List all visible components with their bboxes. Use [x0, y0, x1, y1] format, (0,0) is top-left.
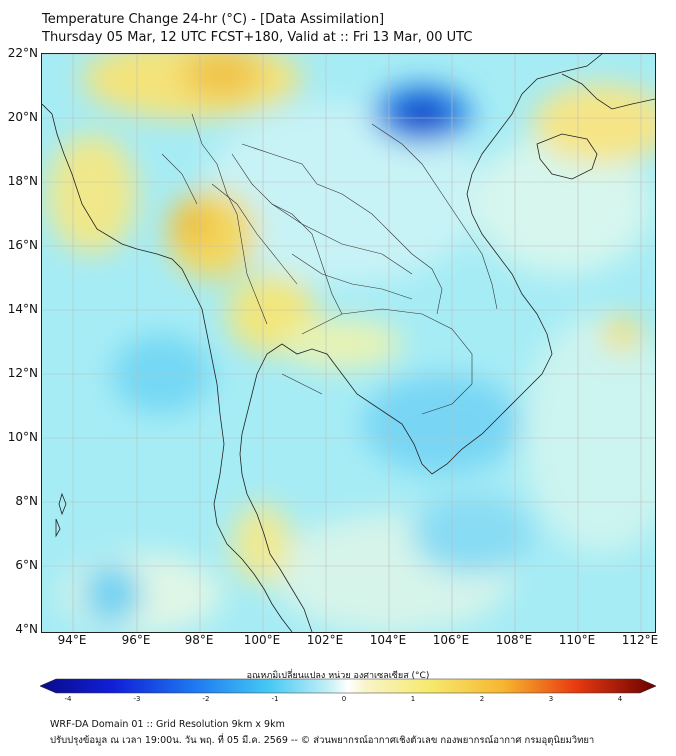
lon-label-104e: 104°E: [369, 633, 407, 647]
colorbar-tick: -4: [64, 695, 72, 703]
colorbar-tick: -2: [202, 695, 210, 703]
footer-credit: ปรับปรุงข้อมูล ณ เวลา 19:00น. วัน พฤ. ที…: [50, 735, 595, 746]
lon-label-102e: 102°E: [306, 633, 344, 647]
lat-label-18n: 18°N: [7, 174, 38, 188]
lat-label-8n: 8°N: [15, 494, 38, 508]
borders: [161, 113, 498, 415]
lon-label-106e: 106°E: [432, 633, 470, 647]
lon-label-98e: 98°E: [184, 633, 214, 647]
lon-label-108e: 108°E: [495, 633, 533, 647]
colorbar-tick: 1: [410, 695, 416, 703]
lat-label-6n: 6°N: [15, 558, 38, 572]
map-subtitle: Thursday 05 Mar, 12 UTC FCST+180, Valid …: [42, 30, 473, 45]
colorbar-tick: 4: [617, 695, 623, 703]
lon-label-96e: 96°E: [121, 633, 151, 647]
colorbar-tick: -1: [271, 695, 279, 703]
lon-label-112e: 112°E: [621, 633, 659, 647]
colorbar-tick: 2: [479, 695, 485, 703]
colorbar-tick: 0: [341, 695, 347, 703]
lat-label-14n: 14°N: [7, 302, 38, 316]
footer-model-info: WRF-DA Domain 01 :: Grid Resolution 9km …: [50, 719, 285, 730]
lat-label-20n: 20°N: [7, 110, 38, 124]
lat-label-16n: 16°N: [7, 238, 38, 252]
coastlines: [42, 54, 655, 632]
colorbar: [40, 678, 656, 694]
lat-label-12n: 12°N: [7, 366, 38, 380]
graticule: [42, 54, 655, 632]
lon-label-100e: 100°E: [243, 633, 281, 647]
lat-label-10n: 10°N: [7, 430, 38, 444]
lon-label-110e: 110°E: [558, 633, 596, 647]
map-title: Temperature Change 24-hr (°C) - [Data As…: [42, 12, 385, 27]
colorbar-tick: 3: [548, 695, 554, 703]
lat-label-4n: 4°N: [15, 622, 38, 636]
lon-label-94e: 94°E: [57, 633, 87, 647]
colorbar-title: อุณหภูมิเปลี่ยนแปลง หน่วย องศาเซลเซียส (…: [246, 671, 430, 681]
temperature-change-map: [41, 53, 656, 633]
lat-label-22n: 22°N: [7, 46, 38, 60]
colorbar-tick: -3: [133, 695, 141, 703]
